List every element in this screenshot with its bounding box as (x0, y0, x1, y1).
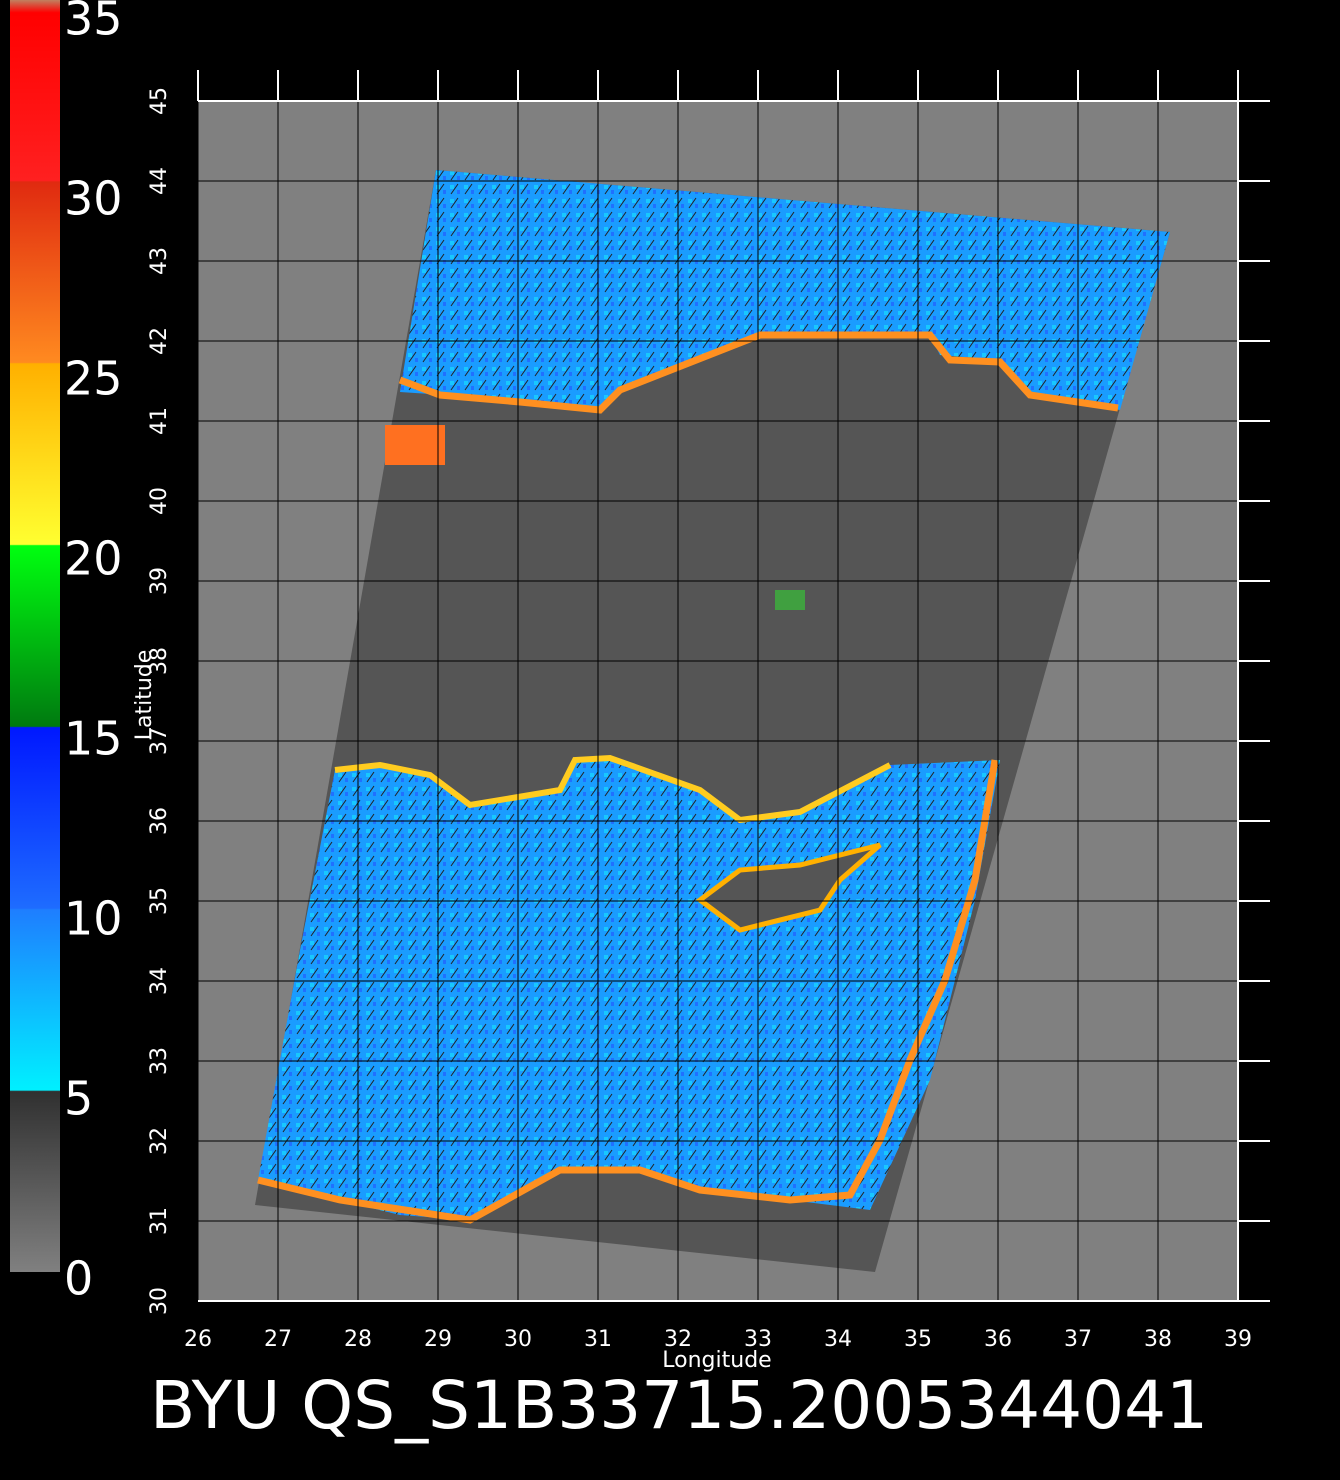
colorbar-tick-label: 10 (64, 892, 123, 946)
coast-north (398, 331, 1119, 414)
x-tick-label: 39 (1224, 1327, 1252, 1352)
y-tick-label: 34 (147, 967, 172, 995)
y-tick-label: 33 (147, 1047, 172, 1075)
sea-north (400, 170, 1170, 410)
y-tick-label: 44 (147, 167, 172, 195)
y-tick-label: 40 (147, 487, 172, 515)
y-tick-label: 45 (147, 87, 172, 115)
title: BYU QS_S1B33715.2005344041 (150, 1367, 1208, 1444)
y-tick-label: 32 (147, 1127, 172, 1155)
y-axis-label: Latitude (132, 650, 157, 741)
land-patch (775, 590, 805, 610)
y-tick-label: 31 (147, 1207, 172, 1235)
colorbar-tick-label: 25 (64, 352, 123, 406)
colorbar-tick-label: 20 (64, 532, 123, 586)
colorbar-tick-label: 30 (64, 172, 123, 226)
sea-south (258, 758, 1000, 1220)
y-tick-label: 35 (147, 887, 172, 915)
y-tick-label: 43 (147, 247, 172, 275)
x-tick-label: 28 (344, 1327, 372, 1352)
colorbar-tick-label: 35 (64, 0, 123, 46)
x-tick-label: 33 (744, 1327, 772, 1352)
cyprus (695, 842, 882, 933)
colorbar-tick-label: 15 (64, 712, 123, 766)
x-tick-label: 31 (584, 1327, 612, 1352)
y-tick-label: 42 (147, 327, 172, 355)
x-tick-label: 30 (504, 1327, 532, 1352)
x-tick-label: 36 (984, 1327, 1012, 1352)
land-patch (385, 425, 445, 465)
colorbar-tick-label: 0 (64, 1252, 93, 1306)
x-axis-label: Longitude (662, 1348, 771, 1373)
coast-turkey (334, 754, 892, 824)
y-tick-label: 39 (147, 567, 172, 595)
y-tick-label: 38 (147, 647, 172, 675)
x-tick-label: 38 (1144, 1327, 1172, 1352)
x-tick-label: 32 (664, 1327, 692, 1352)
x-tick-label: 27 (264, 1327, 292, 1352)
x-tick-label: 29 (424, 1327, 452, 1352)
y-tick-label: 36 (147, 807, 172, 835)
y-tick-label: 41 (147, 407, 172, 435)
colorbar-tick-label: 5 (64, 1072, 93, 1126)
coast-south (257, 759, 999, 1224)
y-tick-label: 37 (147, 727, 172, 755)
y-tick-label: 30 (147, 1287, 172, 1315)
colorbar (10, 0, 60, 1272)
x-tick-label: 35 (904, 1327, 932, 1352)
x-tick-label: 34 (824, 1327, 852, 1352)
x-tick-label: 37 (1064, 1327, 1092, 1352)
x-tick-label: 26 (184, 1327, 212, 1352)
